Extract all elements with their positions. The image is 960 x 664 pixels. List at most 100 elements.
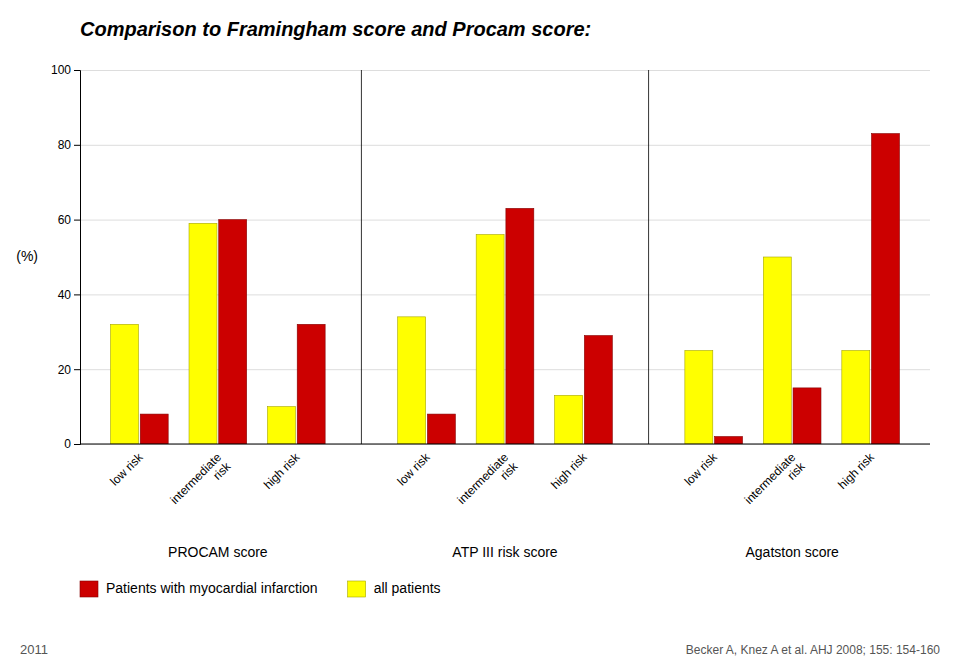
x-tick-label-line: risk (210, 459, 234, 483)
x-tick: low risk (107, 450, 146, 489)
x-tick-label-line: risk (497, 459, 521, 483)
y-tick-mark (74, 70, 80, 71)
bar (219, 220, 247, 444)
x-tick: intermediaterisk (167, 450, 234, 517)
y-tick-label: 40 (58, 288, 72, 302)
group-axis: PROCAM score ATP III risk score Agatston s… (168, 544, 839, 560)
x-tick: intermediaterisk (742, 450, 809, 517)
y-tick-label: 20 (58, 363, 72, 377)
x-axis-line (80, 444, 930, 445)
group-tick: PROCAM score (168, 544, 268, 560)
bar (763, 257, 791, 444)
x-tick: high risk (835, 450, 877, 492)
annotation: Becker A, Knez A et al. AHJ 2008; 155: 1… (686, 643, 941, 657)
x-tick: high risk (548, 450, 590, 492)
x-tick: low risk (682, 450, 721, 489)
bar (427, 414, 455, 444)
y-tick: 40 (58, 288, 80, 302)
y-tick-mark (74, 444, 80, 445)
bar (398, 317, 426, 444)
grid-tick (80, 145, 930, 146)
x-tick-label-line: high risk (835, 450, 877, 492)
x-tick-label-line: low risk (107, 450, 146, 489)
group-tick: ATP III risk score (452, 544, 557, 560)
group-separator (361, 70, 362, 444)
grid-line (80, 444, 930, 445)
group-label: PROCAM score (168, 544, 268, 560)
y-tick: 60 (58, 213, 80, 227)
x-category-axis: low risk intermediaterisk high risk (394, 450, 590, 517)
group-label: ATP III risk score (452, 544, 557, 560)
bar (267, 407, 295, 444)
bar (555, 395, 583, 444)
x-tick-label-line: high risk (261, 450, 303, 492)
x-tick: low risk (394, 450, 433, 489)
bar (872, 134, 900, 444)
grid-line (80, 220, 930, 221)
annotation: 2011 (20, 642, 48, 657)
x-tick: intermediaterisk (455, 450, 522, 517)
y-tick-mark (74, 145, 80, 146)
x-tick-label-line: low risk (682, 450, 721, 489)
group-separators (361, 70, 648, 444)
group-label: Agatston score (745, 544, 839, 560)
y-axis: 0 20 40 60 80 100 (51, 63, 81, 451)
x-tick-label: high risk (835, 450, 877, 492)
grid (80, 71, 930, 445)
bar (297, 324, 325, 444)
grid-line (80, 145, 930, 146)
grid-tick (80, 220, 930, 221)
x-tick-label-line: low risk (394, 450, 433, 489)
y-tick: 0 (64, 437, 80, 451)
bar (842, 351, 870, 445)
legend-swatch (348, 581, 366, 597)
group-tick: Agatston score (745, 544, 839, 560)
bar (506, 208, 534, 444)
y-tick-label: 100 (51, 63, 71, 77)
x-tick-label: low risk (107, 450, 146, 489)
y-tick-label: 0 (64, 437, 71, 451)
bar (685, 351, 713, 445)
legend-swatch (80, 581, 98, 597)
grid-tick (80, 70, 930, 71)
y-tick: 20 (58, 363, 80, 377)
y-tick-mark (74, 369, 80, 370)
group-separator (648, 70, 649, 444)
y-tick: 80 (58, 138, 80, 152)
y-axis-title: (%) (16, 248, 38, 264)
plot-area: 0 20 40 60 80 100 (%) low risk intermediaterisk h… (16, 63, 930, 560)
x-tick-label: high risk (548, 450, 590, 492)
bar (476, 235, 504, 444)
x-tick-label: intermediaterisk (167, 450, 234, 517)
bar (140, 414, 168, 444)
x-tick-label: low risk (682, 450, 721, 489)
x-category-axis: low risk intermediaterisk high risk (682, 450, 878, 517)
bar (715, 437, 743, 444)
bar (793, 388, 821, 444)
x-tick-label-line: risk (785, 459, 809, 483)
y-tick: 100 (51, 63, 80, 77)
y-tick-mark (74, 294, 80, 295)
legend-item: all patients (348, 580, 441, 597)
legend: Patients with myocardial infarction all p… (80, 580, 441, 597)
x-tick-label: intermediaterisk (742, 450, 809, 517)
legend-item: Patients with myocardial infarction (80, 580, 318, 597)
x-tick-label: high risk (261, 450, 303, 492)
x-tick-label: low risk (394, 450, 433, 489)
grid-line (80, 70, 930, 71)
x-category-axis: low risk intermediaterisk high risk (107, 450, 303, 517)
y-tick-label: 80 (58, 138, 72, 152)
legend-label: all patients (374, 580, 441, 596)
bar (584, 336, 612, 444)
x-tick: high risk (261, 450, 303, 492)
title: Comparison to Framingham score and Proca… (80, 18, 591, 40)
legend-label: Patients with myocardial infarction (106, 580, 318, 596)
x-tick-label-line: high risk (548, 450, 590, 492)
bars (111, 134, 900, 444)
bar (189, 223, 217, 444)
y-axis-domain (74, 71, 81, 445)
y-tick-mark (74, 220, 80, 221)
chart-svg: 0 20 40 60 80 100 (%) low risk intermediaterisk h… (0, 0, 960, 664)
bar (111, 324, 139, 444)
x-tick-label: intermediaterisk (455, 450, 522, 517)
